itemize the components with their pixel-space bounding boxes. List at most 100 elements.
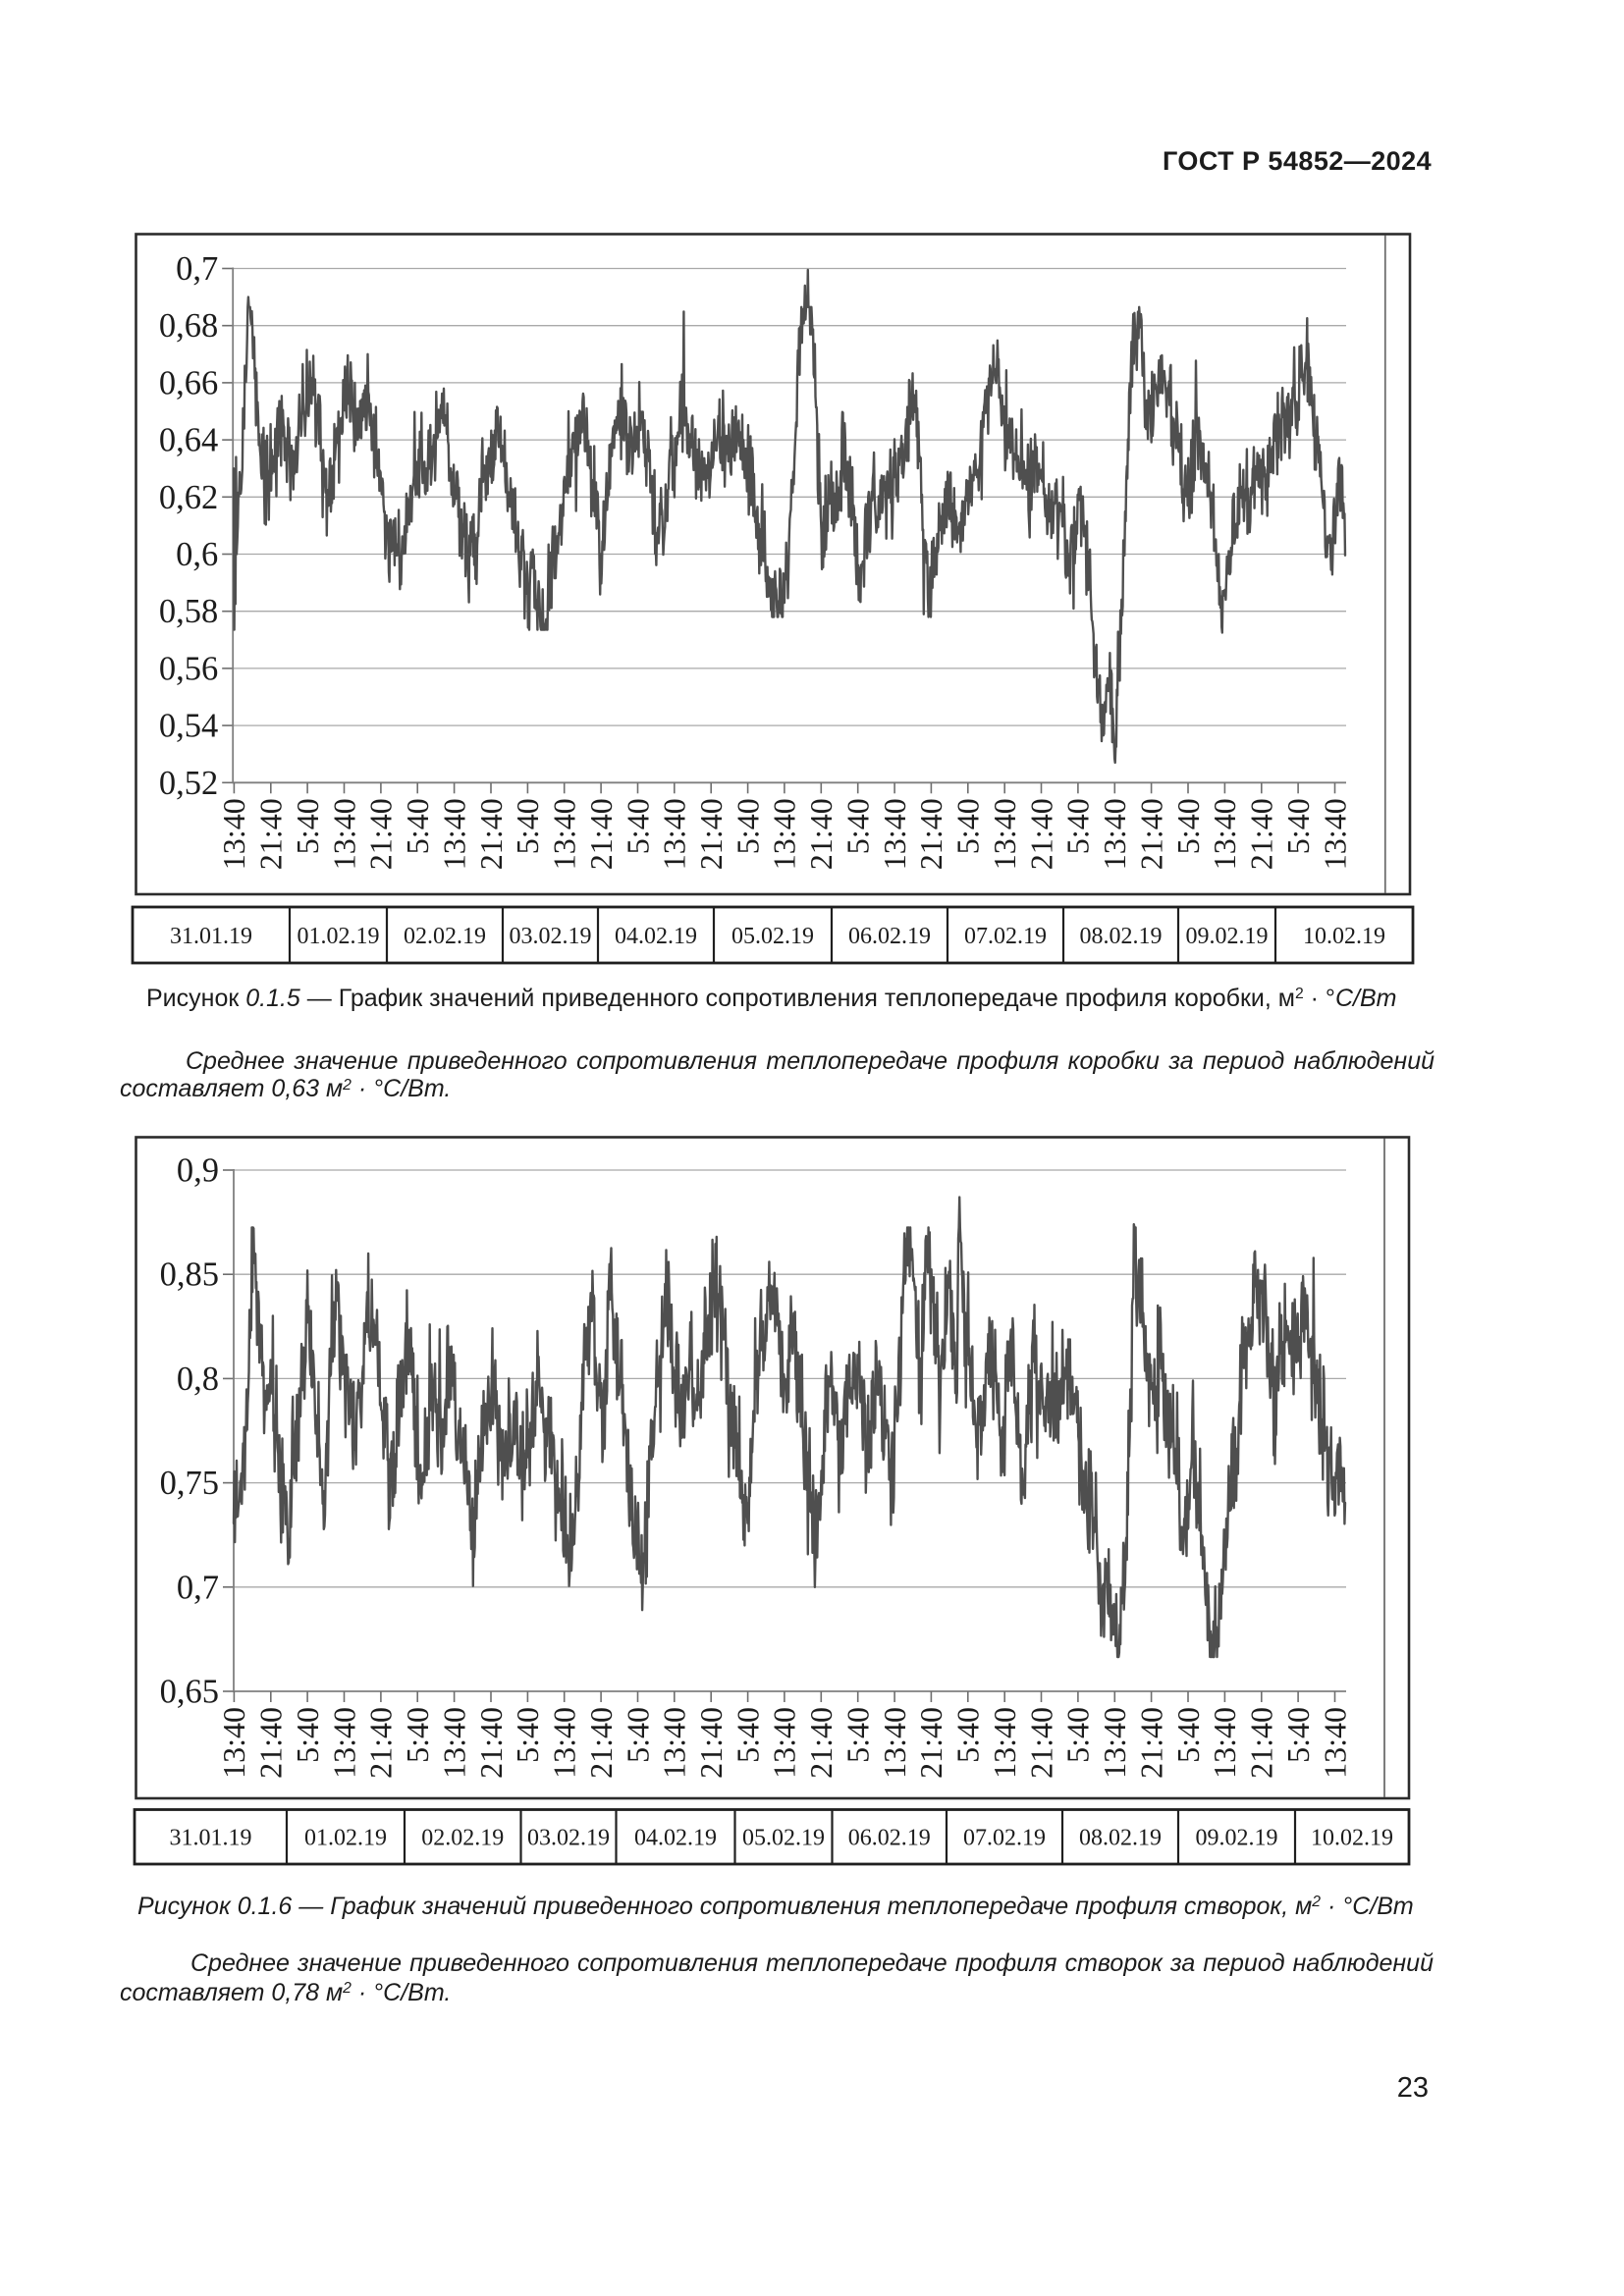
svg-text:13:40: 13:40 bbox=[1317, 798, 1352, 870]
svg-text:13:40: 13:40 bbox=[216, 798, 251, 870]
svg-text:5:40: 5:40 bbox=[730, 798, 765, 854]
svg-text:05.02.19: 05.02.19 bbox=[731, 924, 814, 949]
svg-text:07.02.19: 07.02.19 bbox=[964, 924, 1047, 949]
svg-text:21:40: 21:40 bbox=[693, 798, 729, 870]
svg-text:0,7: 0,7 bbox=[177, 1569, 219, 1606]
svg-text:21:40: 21:40 bbox=[363, 1707, 399, 1779]
svg-text:21:40: 21:40 bbox=[1023, 798, 1058, 870]
svg-text:13:40: 13:40 bbox=[436, 1707, 471, 1779]
svg-text:06.02.19: 06.02.19 bbox=[848, 924, 931, 949]
svg-text:5:40: 5:40 bbox=[400, 798, 435, 854]
svg-text:01.02.19: 01.02.19 bbox=[298, 924, 380, 949]
svg-text:13:40: 13:40 bbox=[767, 1707, 802, 1779]
svg-text:0,6: 0,6 bbox=[176, 536, 218, 573]
svg-text:5:40: 5:40 bbox=[1170, 1707, 1206, 1763]
svg-text:21:40: 21:40 bbox=[253, 798, 289, 870]
svg-text:0,68: 0,68 bbox=[159, 307, 218, 345]
svg-text:13:40: 13:40 bbox=[657, 1707, 692, 1779]
svg-text:0,54: 0,54 bbox=[159, 708, 218, 745]
svg-text:5:40: 5:40 bbox=[290, 798, 325, 854]
svg-text:13:40: 13:40 bbox=[547, 798, 582, 870]
svg-text:09.02.19: 09.02.19 bbox=[1196, 1826, 1278, 1851]
svg-text:13:40: 13:40 bbox=[987, 798, 1022, 870]
svg-text:0,9: 0,9 bbox=[177, 1152, 219, 1190]
svg-text:5:40: 5:40 bbox=[400, 1707, 435, 1763]
svg-text:21:40: 21:40 bbox=[803, 798, 839, 870]
svg-text:5:40: 5:40 bbox=[1170, 798, 1206, 854]
svg-text:5:40: 5:40 bbox=[950, 798, 986, 854]
svg-text:0,66: 0,66 bbox=[159, 364, 218, 401]
svg-text:13:40: 13:40 bbox=[767, 798, 802, 870]
svg-text:21:40: 21:40 bbox=[1133, 798, 1168, 870]
svg-text:0,65: 0,65 bbox=[160, 1674, 219, 1711]
svg-text:13:40: 13:40 bbox=[877, 1707, 912, 1779]
svg-text:5:40: 5:40 bbox=[620, 1707, 655, 1763]
svg-text:04.02.19: 04.02.19 bbox=[634, 1826, 717, 1851]
svg-text:10.02.19: 10.02.19 bbox=[1311, 1826, 1393, 1851]
svg-text:21:40: 21:40 bbox=[803, 1707, 839, 1779]
svg-text:13:40: 13:40 bbox=[657, 798, 692, 870]
svg-text:13:40: 13:40 bbox=[1097, 798, 1132, 870]
svg-text:01.02.19: 01.02.19 bbox=[304, 1826, 387, 1851]
svg-text:0,58: 0,58 bbox=[159, 593, 218, 630]
svg-text:21:40: 21:40 bbox=[473, 1707, 509, 1779]
svg-text:5:40: 5:40 bbox=[730, 1707, 765, 1763]
svg-text:13:40: 13:40 bbox=[436, 798, 471, 870]
svg-text:13:40: 13:40 bbox=[216, 1707, 251, 1779]
svg-text:0,8: 0,8 bbox=[177, 1361, 219, 1398]
svg-text:02.02.19: 02.02.19 bbox=[404, 924, 486, 949]
svg-text:0,85: 0,85 bbox=[160, 1256, 219, 1294]
svg-text:5:40: 5:40 bbox=[620, 798, 655, 854]
svg-text:13:40: 13:40 bbox=[877, 798, 912, 870]
svg-text:21:40: 21:40 bbox=[253, 1707, 289, 1779]
svg-text:21:40: 21:40 bbox=[1023, 1707, 1058, 1779]
svg-text:5:40: 5:40 bbox=[1280, 1707, 1316, 1763]
svg-text:06.02.19: 06.02.19 bbox=[848, 1826, 931, 1851]
svg-text:21:40: 21:40 bbox=[1244, 798, 1279, 870]
svg-text:21:40: 21:40 bbox=[1244, 1707, 1279, 1779]
svg-text:5:40: 5:40 bbox=[510, 798, 545, 854]
svg-text:0,75: 0,75 bbox=[160, 1465, 219, 1502]
svg-text:0,7: 0,7 bbox=[176, 250, 218, 288]
svg-text:5:40: 5:40 bbox=[290, 1707, 325, 1763]
svg-text:21:40: 21:40 bbox=[693, 1707, 729, 1779]
svg-text:5:40: 5:40 bbox=[1280, 798, 1316, 854]
svg-text:21:40: 21:40 bbox=[473, 798, 509, 870]
svg-text:5:40: 5:40 bbox=[950, 1707, 986, 1763]
svg-text:05.02.19: 05.02.19 bbox=[742, 1826, 825, 1851]
svg-text:31.01.19: 31.01.19 bbox=[170, 924, 252, 949]
svg-text:08.02.19: 08.02.19 bbox=[1079, 1826, 1162, 1851]
svg-text:13:40: 13:40 bbox=[1317, 1707, 1352, 1779]
svg-text:5:40: 5:40 bbox=[840, 1707, 876, 1763]
svg-text:13:40: 13:40 bbox=[1097, 1707, 1132, 1779]
svg-text:21:40: 21:40 bbox=[1133, 1707, 1168, 1779]
svg-text:13:40: 13:40 bbox=[547, 1707, 582, 1779]
svg-text:0,62: 0,62 bbox=[159, 479, 218, 516]
svg-text:09.02.19: 09.02.19 bbox=[1186, 924, 1269, 949]
svg-text:21:40: 21:40 bbox=[583, 798, 619, 870]
svg-text:0,52: 0,52 bbox=[159, 765, 218, 802]
svg-text:0,64: 0,64 bbox=[159, 422, 218, 459]
svg-text:04.02.19: 04.02.19 bbox=[615, 924, 697, 949]
svg-text:31.01.19: 31.01.19 bbox=[170, 1826, 252, 1851]
svg-text:5:40: 5:40 bbox=[510, 1707, 545, 1763]
svg-text:5:40: 5:40 bbox=[1060, 1707, 1096, 1763]
svg-text:21:40: 21:40 bbox=[363, 798, 399, 870]
svg-text:10.02.19: 10.02.19 bbox=[1303, 924, 1385, 949]
svg-text:21:40: 21:40 bbox=[913, 798, 948, 870]
svg-text:5:40: 5:40 bbox=[1060, 798, 1096, 854]
svg-text:13:40: 13:40 bbox=[1207, 1707, 1242, 1779]
svg-text:21:40: 21:40 bbox=[583, 1707, 619, 1779]
svg-text:07.02.19: 07.02.19 bbox=[963, 1826, 1046, 1851]
svg-text:08.02.19: 08.02.19 bbox=[1080, 924, 1163, 949]
svg-text:02.02.19: 02.02.19 bbox=[421, 1826, 504, 1851]
svg-text:03.02.19: 03.02.19 bbox=[527, 1826, 610, 1851]
svg-text:13:40: 13:40 bbox=[326, 798, 361, 870]
svg-text:0,56: 0,56 bbox=[159, 650, 218, 687]
svg-text:13:40: 13:40 bbox=[1207, 798, 1242, 870]
svg-text:13:40: 13:40 bbox=[326, 1707, 361, 1779]
svg-text:21:40: 21:40 bbox=[913, 1707, 948, 1779]
svg-text:5:40: 5:40 bbox=[840, 798, 876, 854]
svg-text:13:40: 13:40 bbox=[987, 1707, 1022, 1779]
svg-text:03.02.19: 03.02.19 bbox=[510, 924, 592, 949]
